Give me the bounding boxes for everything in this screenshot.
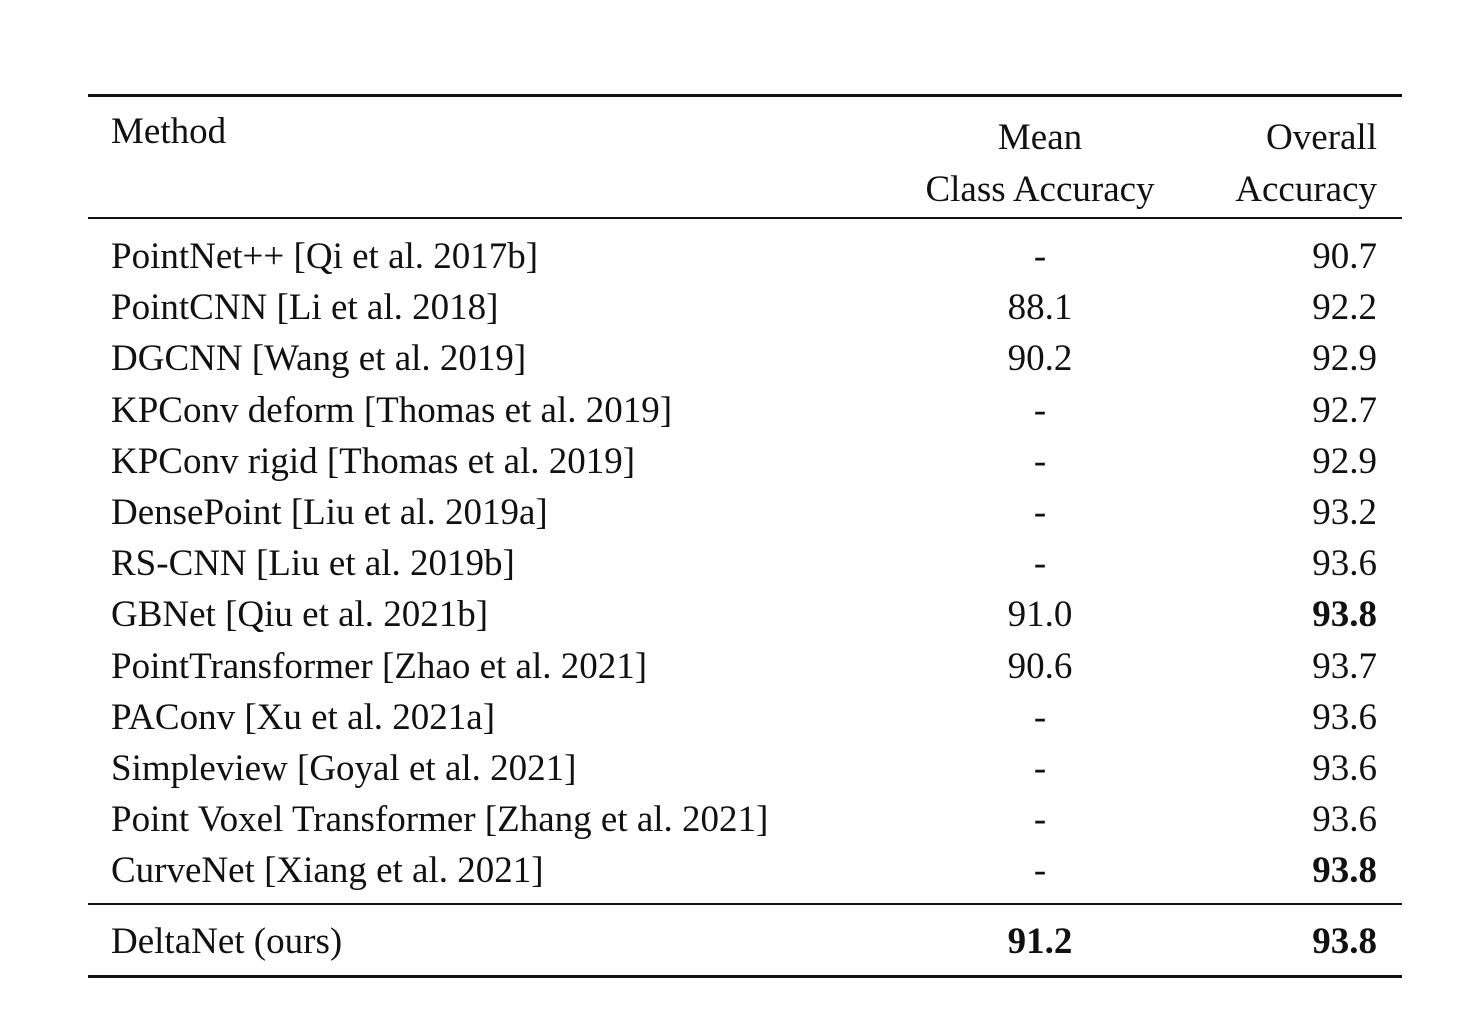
overall-accuracy-cell: 93.8: [1312, 850, 1377, 891]
top-rule: [88, 94, 1402, 97]
method-cell: PointTransformer [Zhao et al. 2021]: [111, 646, 648, 687]
header-mean-line2: Class Accuracy: [925, 169, 1155, 210]
method-cell: KPConv rigid [Thomas et al. 2019]: [111, 441, 636, 482]
ours-method-cell: DeltaNet (ours): [111, 921, 343, 962]
method-cell: DensePoint [Liu et al. 2019a]: [111, 492, 548, 533]
ours-separator-rule: [88, 903, 1402, 905]
method-cell: PAConv [Xu et al. 2021a]: [111, 697, 496, 738]
method-cell: RS-CNN [Liu et al. 2019b]: [111, 543, 515, 584]
header-overall-line1: Overall: [1266, 117, 1377, 158]
header-overall-line2: Accuracy: [1235, 169, 1377, 210]
overall-accuracy-cell: 92.9: [1312, 441, 1377, 482]
overall-accuracy-cell: 92.2: [1312, 287, 1377, 328]
overall-accuracy-cell: 92.9: [1312, 338, 1377, 379]
header-overall-accuracy: Overall Accuracy: [1235, 112, 1377, 216]
mean-class-accuracy-cell: -: [1033, 748, 1047, 789]
method-cell: PointCNN [Li et al. 2018]: [111, 287, 499, 328]
overall-accuracy-cell: 90.7: [1312, 236, 1377, 277]
mean-class-accuracy-cell: 88.1: [1007, 287, 1073, 328]
header-mean-line1: Mean: [997, 117, 1083, 158]
mean-class-accuracy-cell: -: [1033, 236, 1047, 277]
method-cell: Point Voxel Transformer [Zhang et al. 20…: [111, 799, 769, 840]
mean-class-accuracy-cell: -: [1033, 543, 1047, 584]
overall-accuracy-cell: 93.2: [1312, 492, 1377, 533]
method-cell: GBNet [Qiu et al. 2021b]: [111, 594, 489, 635]
overall-accuracy-cell: 93.6: [1312, 748, 1377, 789]
mean-class-accuracy-cell: 91.0: [1007, 594, 1073, 635]
bottom-rule: [88, 975, 1402, 978]
mean-class-accuracy-cell: -: [1033, 492, 1047, 533]
mean-class-accuracy-cell: 90.6: [1007, 646, 1073, 687]
header-method: Method: [111, 111, 227, 152]
overall-accuracy-cell: 93.6: [1312, 543, 1377, 584]
mean-class-accuracy-cell: -: [1033, 441, 1047, 482]
header-mean-class-accuracy: Mean Class Accuracy: [900, 112, 1180, 216]
mean-class-accuracy-cell: -: [1033, 390, 1047, 431]
method-cell: KPConv deform [Thomas et al. 2019]: [111, 390, 673, 431]
mean-class-accuracy-cell: -: [1033, 697, 1047, 738]
method-cell: PointNet++ [Qi et al. 2017b]: [111, 236, 539, 277]
method-cell: CurveNet [Xiang et al. 2021]: [111, 850, 544, 891]
overall-accuracy-cell: 93.6: [1312, 697, 1377, 738]
overall-accuracy-cell: 93.8: [1312, 594, 1377, 635]
overall-accuracy-cell: 92.7: [1312, 390, 1377, 431]
method-cell: Simpleview [Goyal et al. 2021]: [111, 748, 577, 789]
mean-class-accuracy-cell: -: [1033, 850, 1047, 891]
overall-accuracy-cell: 93.7: [1312, 646, 1377, 687]
mean-class-accuracy-cell: -: [1033, 799, 1047, 840]
ours-mean-cell: 91.2: [1007, 921, 1073, 962]
ours-overall-cell: 93.8: [1312, 921, 1377, 962]
method-cell: DGCNN [Wang et al. 2019]: [111, 338, 527, 379]
overall-accuracy-cell: 93.6: [1312, 799, 1377, 840]
mean-class-accuracy-cell: 90.2: [1007, 338, 1073, 379]
header-rule: [88, 217, 1402, 219]
